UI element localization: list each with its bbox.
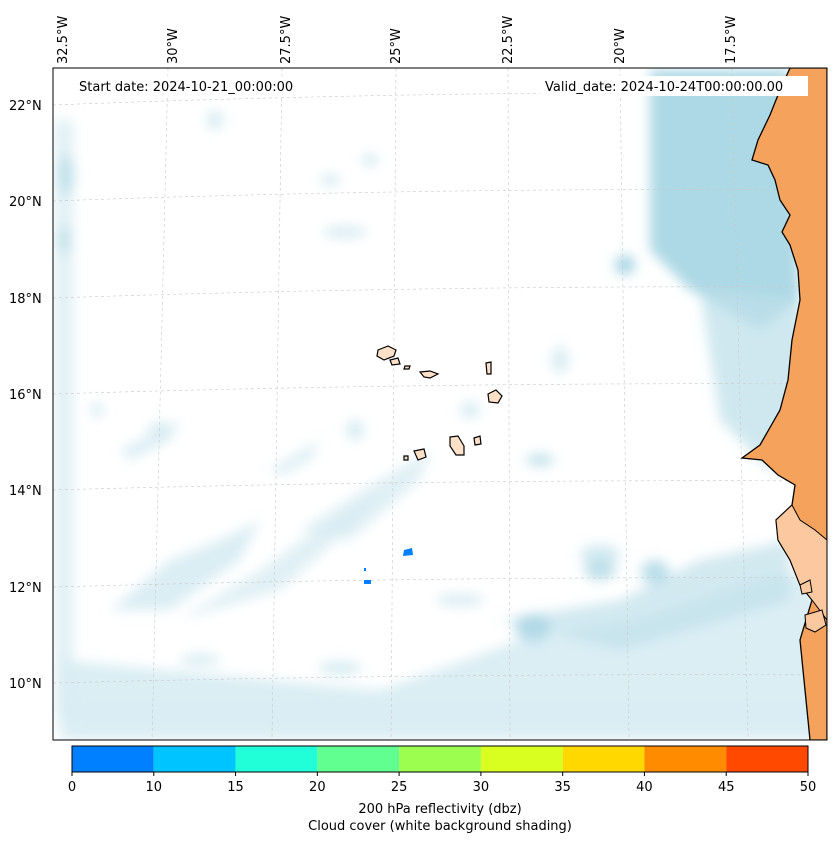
island-brava <box>403 455 409 461</box>
island-santa-luzia <box>403 365 411 370</box>
reflectivity-cell <box>364 580 371 584</box>
lat-label: 16°N <box>9 388 42 403</box>
lat-label: 14°N <box>9 484 42 499</box>
colorbar-segment <box>644 746 727 772</box>
lat-label: 10°N <box>9 677 42 692</box>
start-date-box <box>72 76 314 96</box>
start-date-label: Start date: 2024-10-21_00:00:00 <box>79 80 293 95</box>
island-fogo <box>413 448 427 461</box>
island-santo-antao <box>376 345 397 361</box>
island-santiago <box>449 435 465 456</box>
cloud-cover-layer <box>55 70 827 740</box>
reflectivity-cell <box>403 548 413 556</box>
island-sao-nicolau <box>418 370 440 379</box>
africa-coast <box>740 68 827 740</box>
valid-date-label: Valid_date: 2024-10-24T00:00:00.00 <box>545 80 783 95</box>
colorbar-tick-label: 40 <box>636 780 653 795</box>
colorbar-label: 200 hPa reflectivity (dbz) <box>358 802 521 817</box>
lat-label: 12°N <box>9 581 42 596</box>
colorbar-tick-label: 50 <box>800 780 817 795</box>
colorbar-segment <box>399 746 481 772</box>
lon-label: 32.5°W <box>56 16 71 64</box>
island-sal <box>485 361 492 375</box>
lon-label: 30°W <box>166 28 181 64</box>
lon-label: 25°W <box>389 28 404 64</box>
colorbar-tick-label: 10 <box>146 780 163 795</box>
colorbar-segment <box>480 746 563 772</box>
colorbar-tick-label: 0 <box>68 780 76 795</box>
colorbar-tick-label: 15 <box>227 780 244 795</box>
colorbar-segment <box>72 746 154 772</box>
map-frame <box>52 67 828 741</box>
colorbar-segment <box>153 746 236 772</box>
longitude-labels: 32.5°W 30°W 27.5°W 25°W 22.5°W 20°W 17.5… <box>56 16 739 64</box>
lon-label: 22.5°W <box>501 16 516 64</box>
colorbar-segment <box>235 746 318 772</box>
colorbar-segment <box>562 746 645 772</box>
lon-label: 17.5°W <box>724 16 739 64</box>
colorbar-segment <box>317 746 400 772</box>
colorbar-tick-label: 45 <box>718 780 735 795</box>
lat-label: 20°N <box>9 195 42 210</box>
island-boa-vista <box>487 389 503 404</box>
island-sao-vicente <box>389 357 401 366</box>
reflectivity-cell <box>364 568 366 571</box>
lon-label: 27.5°W <box>279 16 294 64</box>
reflectivity-cells <box>364 548 413 584</box>
lat-label: 22°N <box>9 99 42 114</box>
lon-label: 20°W <box>613 28 628 64</box>
colorbar-sublabel: Cloud cover (white background shading) <box>308 819 572 834</box>
cape-verde-islands <box>376 345 503 461</box>
colorbar-segment <box>726 746 808 772</box>
island-maio <box>473 435 482 446</box>
graticule <box>53 68 827 740</box>
colorbar-frame <box>71 745 809 773</box>
valid-date-box <box>540 76 808 96</box>
colorbar-tick-label: 30 <box>473 780 490 795</box>
colorbar-tick-label: 35 <box>554 780 571 795</box>
colorbar-tick-label: 20 <box>309 780 326 795</box>
colorbar-tick-label: 25 <box>391 780 408 795</box>
colorbar: 0 10 15 20 25 30 35 40 45 50 <box>68 745 817 795</box>
lat-label: 18°N <box>9 292 42 307</box>
latitude-labels: 22°N 20°N 18°N 16°N 14°N 12°N 10°N <box>9 99 42 692</box>
